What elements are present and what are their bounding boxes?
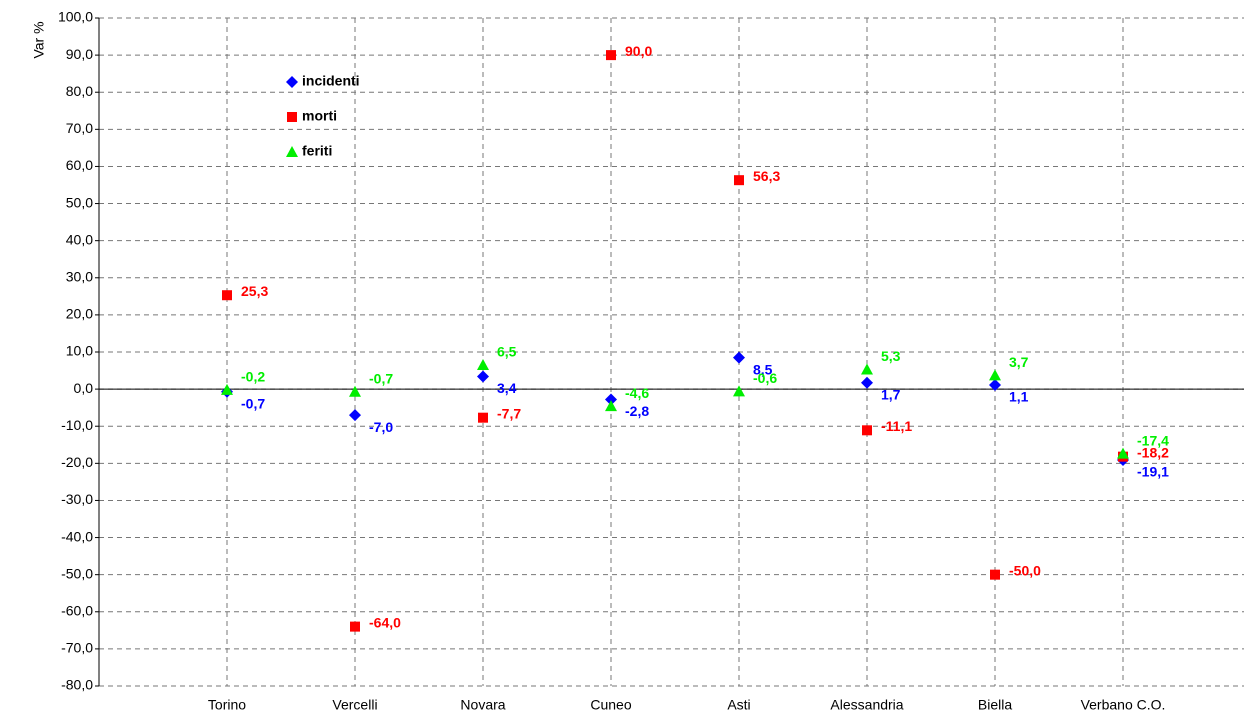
marker [286,76,298,88]
y-tick-label: -50,0 [61,565,93,581]
data-label: -0,7 [369,370,393,386]
legend-label: feriti [302,143,332,159]
data-label: -7,0 [369,419,393,435]
y-tick-label: 70,0 [66,120,93,136]
data-label: -7,7 [497,405,521,421]
marker [989,369,1001,381]
marker [349,409,361,422]
x-tick-label: Torino [208,697,246,713]
y-tick-label: 20,0 [66,306,93,322]
x-tick-label: Biella [978,697,1012,713]
y-tick-label: 60,0 [66,157,93,173]
data-label: -11,1 [881,418,912,434]
data-label: -19,1 [1137,464,1169,480]
marker [349,385,361,397]
marker [221,383,233,395]
y-tick-label: -60,0 [61,602,93,618]
data-label: 56,3 [753,168,780,184]
y-tick-label: 30,0 [66,268,93,284]
data-label: 90,0 [625,43,652,59]
data-label: -2,8 [625,403,649,419]
data-label: 1,7 [881,387,901,403]
data-label: -0,7 [241,395,265,411]
data-label: 8,5 [753,361,773,377]
marker [989,379,1001,392]
y-tick-label: -40,0 [61,528,93,544]
y-tick-label: -30,0 [61,491,93,507]
y-tick-label: 100,0 [58,9,93,25]
data-label: -50,0 [1009,562,1041,578]
y-tick-label: 50,0 [66,194,93,210]
x-tick-label: Alessandria [830,697,903,713]
y-tick-label: 40,0 [66,231,93,247]
data-label: -17,4 [1137,432,1169,448]
marker [222,290,232,301]
marker [990,569,1000,580]
marker [606,50,616,61]
y-tick-label: -10,0 [61,417,93,433]
data-label: -64,0 [369,614,401,630]
y-tick-label: -80,0 [61,677,93,693]
data-label: -4,6 [625,385,649,401]
y-tick-label: -20,0 [61,454,93,470]
data-label: 6,5 [497,344,517,360]
y-tick-label: 90,0 [66,46,93,62]
x-tick-label: Asti [727,697,750,713]
y-tick-label: 0,0 [74,380,94,396]
legend-label: morti [302,108,337,124]
marker [286,146,298,157]
marker [350,621,360,632]
x-tick-label: Vercelli [332,697,377,713]
y-axis-label: Var % [31,21,47,58]
marker [605,400,617,412]
marker [605,393,617,406]
data-label: -18,2 [1137,444,1169,460]
marker [734,175,744,186]
marker [733,351,745,364]
data-label: 1,1 [1009,389,1029,405]
x-tick-label: Novara [460,697,505,713]
data-label: 25,3 [241,283,268,299]
marker [477,358,489,370]
marker [862,425,872,436]
data-label: 3,7 [1009,354,1029,370]
x-tick-label: Cuneo [590,697,631,713]
data-label: -0,2 [241,369,265,385]
marker [861,376,873,389]
data-label: -0,6 [753,370,777,386]
x-tick-label: Verbano C.O. [1081,697,1166,713]
data-label: 5,3 [881,348,901,364]
marker [477,370,489,383]
marker [287,112,297,122]
y-tick-label: -70,0 [61,640,93,656]
marker [861,363,873,375]
legend-label: incidenti [302,73,360,89]
marker [1117,447,1129,459]
marker [478,412,488,423]
y-tick-label: 80,0 [66,83,93,99]
marker [733,385,745,397]
data-label: 3,4 [497,380,517,396]
y-tick-label: 10,0 [66,343,93,359]
